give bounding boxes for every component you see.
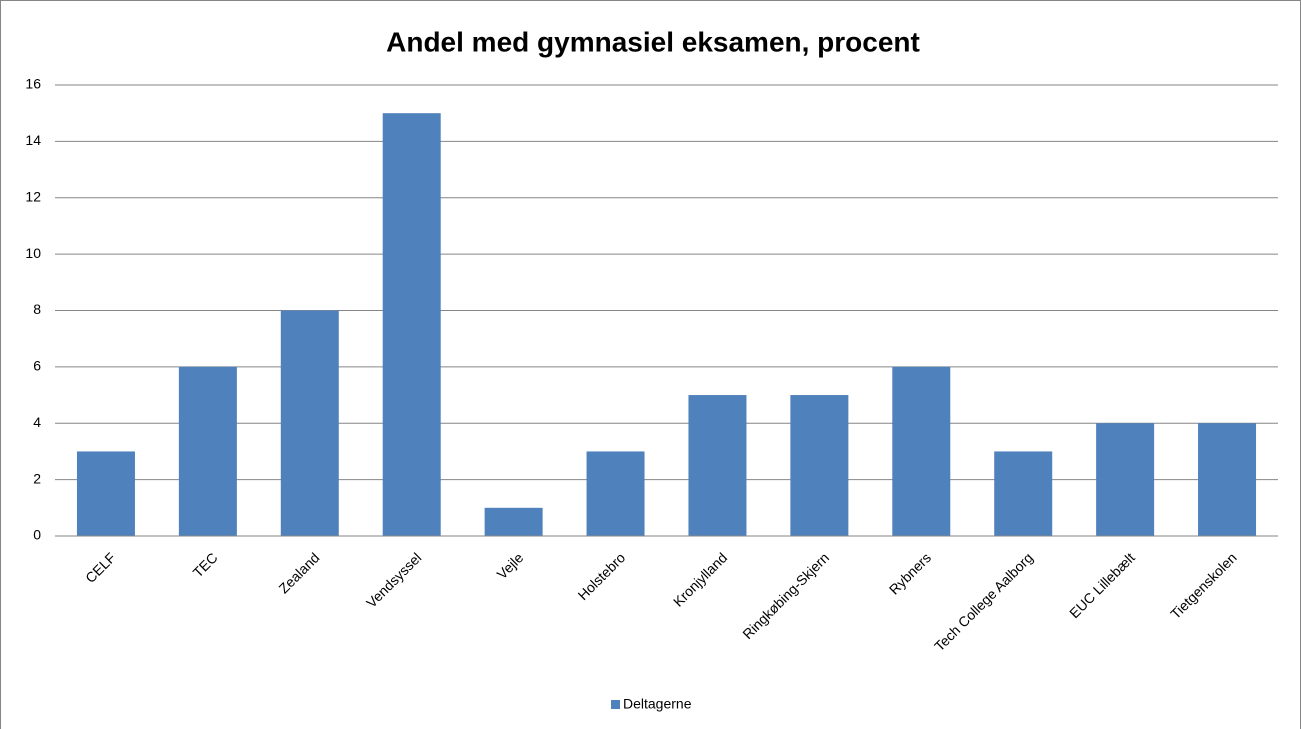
y-tick-label: 4 (33, 414, 41, 430)
bar (382, 113, 441, 536)
y-tick-label: 12 (25, 188, 41, 204)
bar (178, 366, 237, 536)
bar (484, 507, 543, 536)
y-tick-label: 8 (33, 301, 41, 317)
bar (790, 395, 849, 536)
y-tick-label: 16 (25, 76, 41, 92)
bar (1198, 423, 1257, 536)
chart-title: Andel med gymnasiel eksamen, procent (386, 26, 920, 57)
y-tick-label: 2 (33, 470, 41, 486)
bar (586, 451, 645, 536)
bar (280, 310, 339, 536)
y-tick-label: 10 (25, 245, 41, 261)
bar (892, 366, 951, 536)
y-tick-label: 6 (33, 358, 41, 374)
legend-swatch (611, 700, 620, 709)
bar (1096, 423, 1155, 536)
bar (688, 395, 747, 536)
bar (994, 451, 1053, 536)
y-tick-label: 0 (33, 527, 41, 543)
legend-label: Deltagerne (623, 696, 692, 712)
y-tick-label: 14 (25, 132, 41, 148)
bar (76, 451, 135, 536)
